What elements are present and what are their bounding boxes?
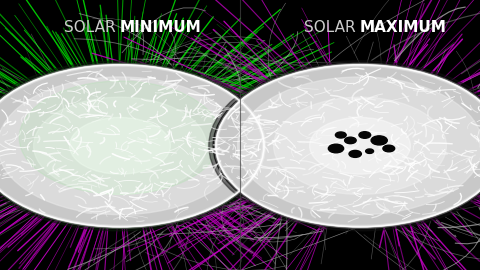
Circle shape (0, 65, 264, 227)
Circle shape (336, 132, 346, 138)
Circle shape (274, 97, 446, 194)
Circle shape (0, 61, 271, 231)
Circle shape (216, 65, 480, 227)
Circle shape (349, 150, 361, 157)
Text: SOLAR: SOLAR (303, 19, 360, 35)
Circle shape (359, 132, 371, 138)
Circle shape (345, 137, 356, 144)
Circle shape (34, 97, 206, 194)
Circle shape (366, 149, 373, 153)
Circle shape (70, 117, 170, 174)
Text: MINIMUM: MINIMUM (120, 19, 202, 35)
Circle shape (213, 63, 480, 228)
Circle shape (209, 61, 480, 231)
Circle shape (328, 144, 344, 153)
Circle shape (0, 63, 267, 228)
Circle shape (238, 77, 480, 215)
Circle shape (383, 145, 395, 152)
Circle shape (19, 81, 221, 194)
Text: SOLAR: SOLAR (63, 19, 120, 35)
Circle shape (0, 77, 242, 215)
Text: MAXIMUM: MAXIMUM (360, 19, 447, 35)
Circle shape (310, 117, 410, 174)
Circle shape (371, 136, 387, 145)
